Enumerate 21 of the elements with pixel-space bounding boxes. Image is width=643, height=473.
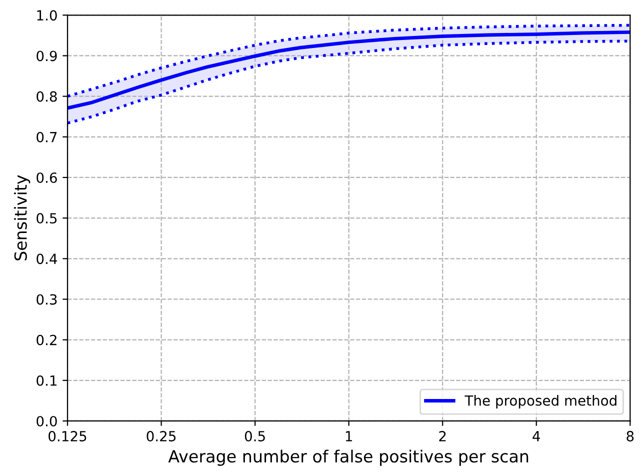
x-tick-label: 0.5 — [244, 430, 265, 442]
y-tick-label: 0.5 — [36, 213, 57, 224]
x-tick-label: 1 — [346, 431, 352, 442]
y-tick-label: 0.0 — [36, 416, 57, 426]
x-axis-title: Average number of false positives per scan — [168, 450, 528, 466]
x-tick-label: 4 — [532, 431, 540, 442]
y-tick-label: 0.3 — [36, 294, 57, 305]
y-tick-label: 0.6 — [36, 172, 57, 183]
y-tick-label: 0.9 — [36, 50, 57, 62]
y-tick-label: 1.0 — [37, 10, 57, 21]
x-tick-label: 0.25 — [146, 430, 176, 442]
y-tick-label: 0.1 — [36, 375, 57, 386]
x-tick-label: 8 — [626, 430, 634, 442]
x-tick-label: 2 — [439, 430, 446, 442]
legend-label: The proposed method — [464, 395, 616, 408]
y-tick-label: 0.4 — [36, 254, 58, 264]
y-tick-label: 0.7 — [36, 132, 57, 142]
y-tick-label: 0.2 — [36, 334, 56, 346]
y-axis-title: Sensitivity — [14, 175, 30, 260]
y-tick-label: 0.8 — [36, 91, 57, 102]
x-tick-label: 0.125 — [48, 430, 86, 442]
